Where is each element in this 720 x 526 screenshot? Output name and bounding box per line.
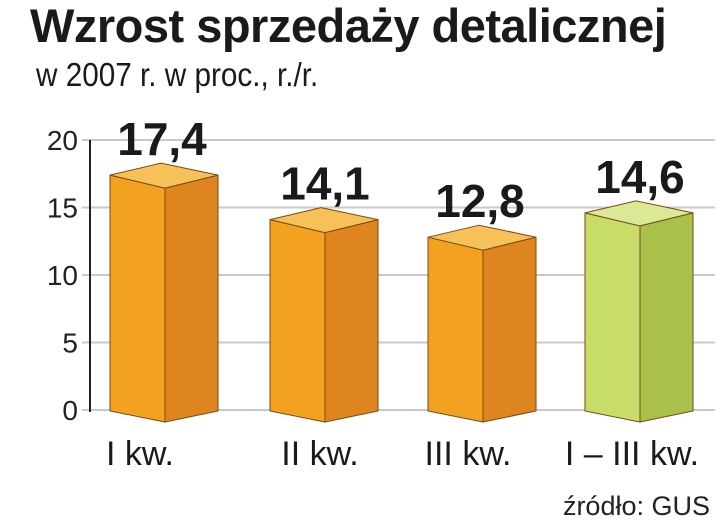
bar-side	[164, 174, 219, 423]
x-tick-label: II kw.	[281, 435, 358, 473]
bar-top	[269, 207, 379, 234]
data-label: 17,4	[117, 113, 207, 165]
bar-side	[324, 219, 379, 423]
x-tick-label: III kw.	[425, 435, 512, 473]
y-tick-label: 5	[62, 328, 78, 359]
bar-top	[427, 224, 537, 251]
y-tick-label: 15	[47, 193, 78, 224]
bar-front	[109, 174, 166, 423]
chart-subtitle: w 2007 r. w proc., r./r.	[36, 56, 319, 93]
data-label: 14,6	[595, 151, 685, 203]
bar-front	[427, 236, 484, 423]
y-tick-label: 10	[47, 260, 78, 291]
bar-top	[584, 200, 694, 227]
bar-front	[269, 219, 326, 423]
bar-front	[584, 212, 641, 423]
y-tick-label: 0	[62, 395, 78, 426]
x-tick-label: I kw.	[106, 435, 174, 473]
source-note: źródło: GUS	[562, 491, 710, 521]
data-label: 12,8	[435, 175, 525, 227]
data-label: 14,1	[280, 158, 370, 210]
bar-top	[109, 162, 219, 189]
bar-side	[482, 236, 537, 423]
y-tick-label: 20	[47, 125, 78, 156]
chart-title: Wzrost sprzedaży detalicznej	[30, 0, 667, 52]
bar-side	[639, 212, 694, 423]
x-tick-label: I – III kw.	[565, 435, 699, 473]
